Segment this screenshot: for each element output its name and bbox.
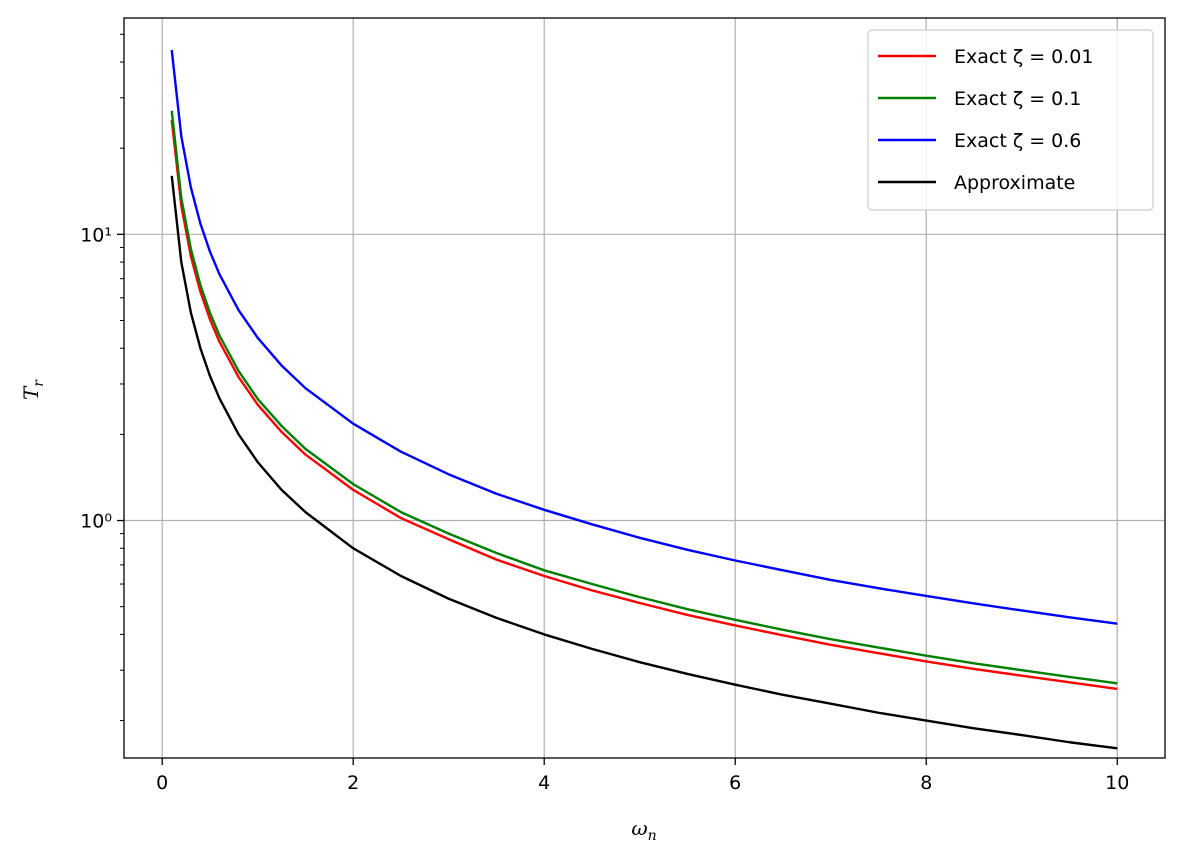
- axis-ticks: 0 2 4 6 8 10 10⁰ 10¹: [80, 224, 1129, 794]
- grid: [124, 18, 1165, 758]
- x-tick-label: 4: [538, 772, 550, 794]
- legend-label: Approximate: [954, 172, 1075, 194]
- plot-frame: [123, 17, 1166, 759]
- x-tick-label: 6: [729, 772, 741, 794]
- legend-label: Exact ζ = 0.6: [954, 130, 1081, 152]
- series-line: [170, 175, 1118, 750]
- y-minor-ticks: [120, 33, 124, 722]
- y-tick-label: 10¹: [80, 224, 112, 246]
- legend: Exact ζ = 0.01 Exact ζ = 0.1 Exact ζ = 0.6…: [867, 29, 1154, 211]
- legend-label: Exact ζ = 0.01: [954, 46, 1093, 68]
- legend-label: Exact ζ = 0.1: [954, 88, 1081, 110]
- x-tick-label: 0: [156, 772, 168, 794]
- y-tick-label: 10⁰: [80, 511, 112, 533]
- series-line: [170, 50, 1118, 625]
- series-line: [170, 110, 1118, 685]
- x-tick-label: 8: [920, 772, 932, 794]
- x-tick-label: 2: [347, 772, 359, 794]
- legend-box: [867, 29, 1154, 211]
- x-tick-label: 10: [1105, 772, 1129, 794]
- series-line: [170, 119, 1118, 691]
- series-lines: [170, 50, 1118, 750]
